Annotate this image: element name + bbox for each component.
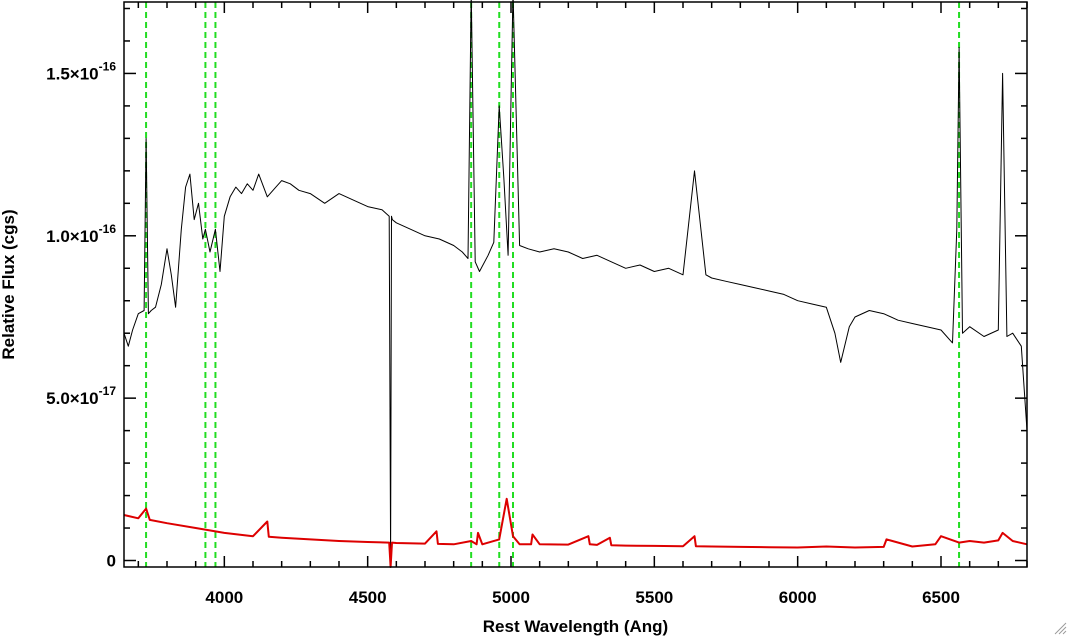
x-axis-title: Rest Wavelength (Ang) xyxy=(483,617,668,636)
series-layer xyxy=(123,0,1028,568)
y-tick-exponent: -16 xyxy=(99,59,117,73)
x-tick-label: 5000 xyxy=(492,588,530,607)
y-tick-label: 1.5×10-16 xyxy=(46,59,116,83)
y-tick-mantissa: 1.0×10 xyxy=(46,227,98,246)
error-spectrum-line xyxy=(123,497,1028,568)
x-tick-label: 5500 xyxy=(635,588,673,607)
y-axis-ticks: 05.0×10-171.0×10-161.5×10-16 xyxy=(46,7,1027,571)
y-tick-label: 5.0×10-17 xyxy=(46,384,116,408)
y-tick-mantissa: 5.0×10 xyxy=(46,389,98,408)
emission-line-markers xyxy=(145,2,961,567)
x-tick-label: 4000 xyxy=(205,588,243,607)
y-axis-title: Relative Flux (cgs) xyxy=(0,209,18,359)
x-tick-label: 4500 xyxy=(349,588,387,607)
x-axis-ticks: 4000 4500 5000 5500 6000 6500 xyxy=(137,2,1028,607)
x-tick-label: 6500 xyxy=(922,588,960,607)
plot-frame xyxy=(123,1,1028,568)
resize-grip-icon[interactable] xyxy=(1053,621,1067,635)
y-tick-mantissa: 0 xyxy=(107,552,116,571)
y-tick-mantissa: 1.5×10 xyxy=(46,64,98,83)
observed-spectrum-line xyxy=(123,0,1028,558)
x-tick-label: 6000 xyxy=(779,588,817,607)
y-tick-exponent: -16 xyxy=(99,222,117,236)
y-tick-label: 0 xyxy=(107,552,116,571)
y-tick-exponent: -17 xyxy=(99,384,117,398)
y-tick-label: 1.0×10-16 xyxy=(46,222,116,246)
